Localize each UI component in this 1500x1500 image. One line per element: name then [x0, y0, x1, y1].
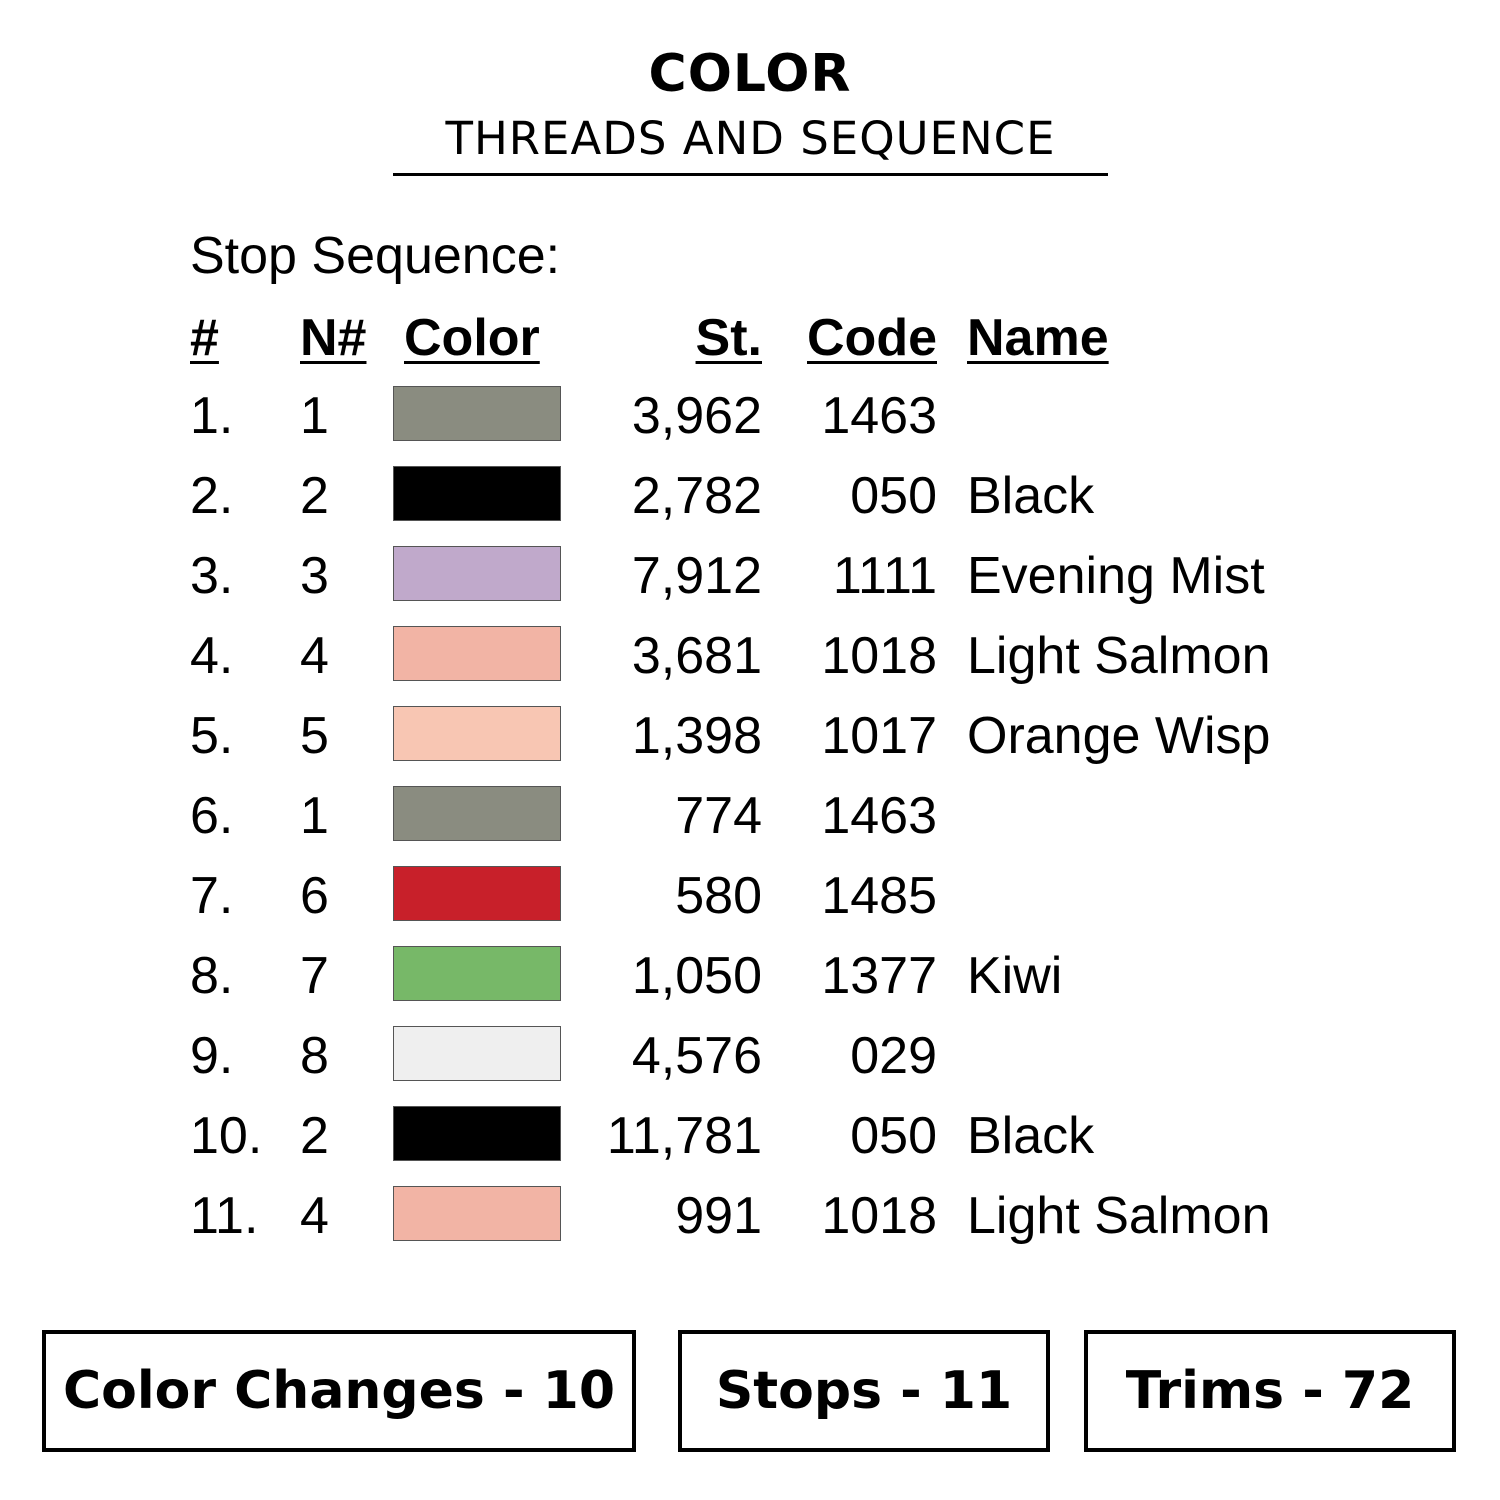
- color-swatch: [393, 466, 561, 521]
- row-needle: 4: [300, 1187, 329, 1245]
- row-name: Evening Mist: [967, 547, 1265, 605]
- row-index: 6.: [190, 787, 234, 845]
- row-needle: 2: [300, 467, 329, 525]
- row-name: Kiwi: [967, 947, 1063, 1005]
- row-stitches: 4,576: [631, 1027, 762, 1085]
- row-stitches: 1,050: [631, 947, 762, 1005]
- row-stitches: 7,912: [631, 547, 762, 605]
- row-stitches: 991: [675, 1187, 762, 1245]
- row-name: Light Salmon: [967, 1187, 1271, 1245]
- header-index: #: [190, 309, 219, 367]
- row-index: 7.: [190, 867, 234, 925]
- page-title: COLOR: [648, 44, 852, 104]
- row-name: Black: [967, 1107, 1095, 1165]
- row-code: 050: [850, 467, 937, 525]
- color-swatch: [393, 1106, 561, 1161]
- color-swatch: [393, 866, 561, 921]
- row-needle: 5: [300, 707, 329, 765]
- header-stitches: St.: [695, 309, 762, 367]
- row-code: 1018: [821, 627, 937, 685]
- row-name: Orange Wisp: [967, 707, 1271, 765]
- color-changes-badge: Color Changes - 10: [42, 1330, 636, 1452]
- row-needle: 1: [300, 787, 329, 845]
- header-code: Code: [807, 309, 937, 367]
- row-needle: 7: [300, 947, 329, 1005]
- row-index: 4.: [190, 627, 234, 685]
- row-needle: 1: [300, 387, 329, 445]
- color-swatch: [393, 1186, 561, 1241]
- row-needle: 3: [300, 547, 329, 605]
- row-code: 1463: [821, 387, 937, 445]
- row-code: 1017: [821, 707, 937, 765]
- color-swatch: [393, 386, 561, 441]
- row-code: 050: [850, 1107, 937, 1165]
- row-index: 1.: [190, 387, 234, 445]
- row-index: 3.: [190, 547, 234, 605]
- color-swatch: [393, 626, 561, 681]
- row-code: 029: [850, 1027, 937, 1085]
- row-code: 1485: [821, 867, 937, 925]
- color-swatch: [393, 946, 561, 1001]
- row-stitches: 1,398: [631, 707, 762, 765]
- row-needle: 8: [300, 1027, 329, 1085]
- row-needle: 4: [300, 627, 329, 685]
- page-subtitle: THREADS AND SEQUENCE: [393, 112, 1108, 176]
- row-stitches: 580: [675, 867, 762, 925]
- row-index: 10.: [190, 1107, 263, 1165]
- row-index: 2.: [190, 467, 234, 525]
- row-index: 8.: [190, 947, 234, 1005]
- row-stitches: 3,962: [631, 387, 762, 445]
- header-needle: N#: [300, 309, 367, 367]
- row-needle: 2: [300, 1107, 329, 1165]
- row-code: 1463: [821, 787, 937, 845]
- row-code: 1111: [832, 547, 937, 605]
- row-code: 1377: [821, 947, 937, 1005]
- stop-sequence-label: Stop Sequence:: [190, 227, 561, 285]
- header-color: Color: [404, 309, 540, 367]
- color-swatch: [393, 786, 561, 841]
- trims-badge: Trims - 72: [1084, 1330, 1456, 1452]
- row-code: 1018: [821, 1187, 937, 1245]
- header-name: Name: [967, 309, 1109, 367]
- row-stitches: 3,681: [631, 627, 762, 685]
- color-swatch: [393, 706, 561, 761]
- row-stitches: 774: [675, 787, 762, 845]
- color-swatch: [393, 546, 561, 601]
- color-swatch: [393, 1026, 561, 1081]
- stops-badge: Stops - 11: [678, 1330, 1050, 1452]
- row-name: Black: [967, 467, 1095, 525]
- row-index: 5.: [190, 707, 234, 765]
- row-name: Light Salmon: [967, 627, 1271, 685]
- row-index: 9.: [190, 1027, 234, 1085]
- row-needle: 6: [300, 867, 329, 925]
- row-stitches: 11,781: [606, 1107, 762, 1165]
- row-index: 11.: [190, 1187, 259, 1245]
- row-stitches: 2,782: [631, 467, 762, 525]
